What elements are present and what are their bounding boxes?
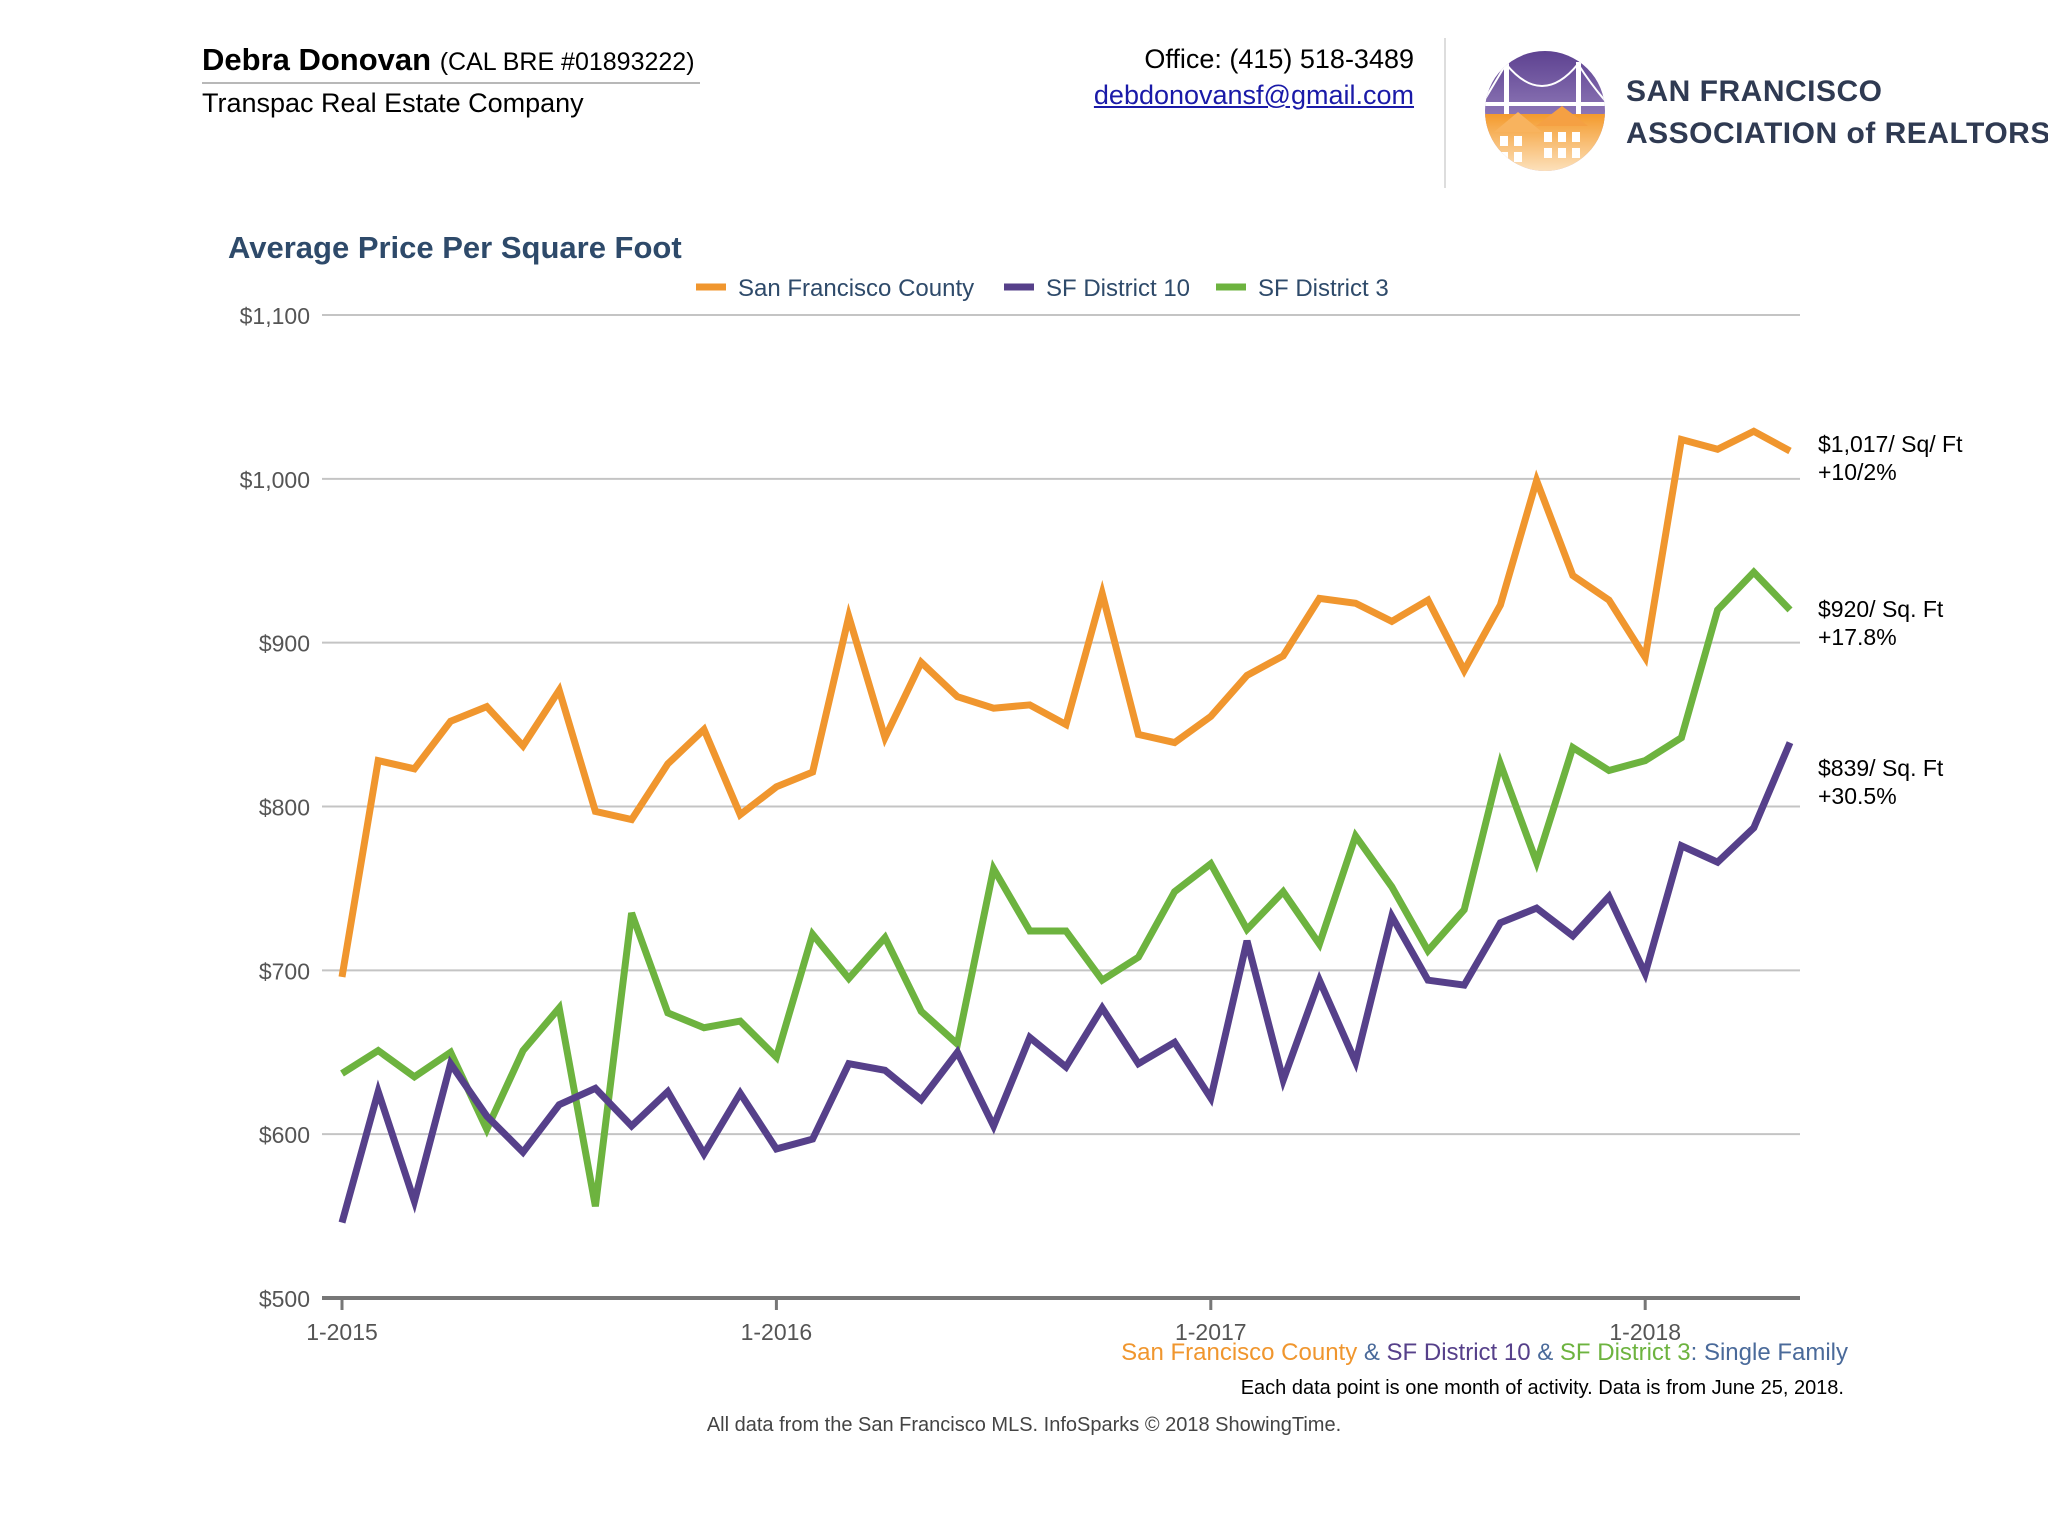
end-label-value: $1,017/ Sq/ Ft (1818, 431, 1963, 457)
legend-label: SF District 10 (1046, 275, 1190, 302)
price-per-sqft-chart: Average Price Per Square Foot San Franci… (228, 230, 1963, 1345)
end-label-change: +10/2% (1818, 459, 1897, 485)
end-label-change: +17.8% (1818, 624, 1897, 650)
y-tick-label: $1,000 (240, 467, 310, 493)
end-labels: $1,017/ Sq/ Ft+10/2% $920/ Sq. Ft+17.8% $8… (1818, 431, 1963, 809)
y-tick-label: $700 (259, 958, 310, 984)
series-line (338, 427, 1792, 978)
agent-company: Transpac Real Estate Company (202, 88, 584, 118)
end-label-change: +30.5% (1818, 783, 1897, 809)
series-caption: San Francisco County & SF District 10 & … (1121, 1339, 1848, 1367)
x-tick-label: 1-2017 (1175, 1319, 1247, 1345)
caption-district-3: SF District 3 (1559, 1339, 1691, 1366)
y-tick-label: $600 (259, 1122, 310, 1148)
data-note: Each data point is one month of activity… (1240, 1377, 1844, 1399)
agent-name-line: Debra Donovan (CAL BRE #01893222) (202, 42, 695, 78)
y-tick-label: $900 (259, 631, 310, 657)
agent-name: Debra Donovan (202, 42, 432, 77)
x-tick-label: 1-2016 (741, 1319, 813, 1345)
caption-sf-county: San Francisco County (1121, 1339, 1358, 1366)
logo-line-2-text: ASSOCIATION of REALTORS (1626, 117, 2048, 150)
chart-title: Average Price Per Square Foot (228, 230, 682, 265)
end-label-value: $920/ Sq. Ft (1818, 596, 1944, 622)
x-tick-label: 1-2015 (306, 1319, 378, 1345)
legend-label: San Francisco County (738, 275, 974, 302)
y-axis: $500 $600 $700 $800 $900 $1,000 $1,100 (240, 303, 310, 1312)
header-divider (1444, 38, 1446, 188)
legend-label: SF District 3 (1258, 275, 1389, 302)
y-tick-label: $800 (259, 795, 310, 821)
caption-district-10: SF District 10 (1386, 1339, 1531, 1366)
office-phone: Office: (415) 518-3489 (1144, 44, 1414, 74)
caption-suffix: : Single Family (1690, 1339, 1848, 1366)
caption-ampersand-2: & (1530, 1339, 1560, 1366)
logo-line-2: ASSOCIATION of REALTORS® (1626, 110, 2048, 152)
end-label-value: $839/ Sq. Ft (1818, 755, 1944, 781)
series-line (338, 741, 1794, 1224)
sfar-logo-icon (1480, 46, 1610, 176)
y-tick-label: $1,100 (240, 303, 310, 329)
sfar-logo-text: SAN FRANCISCO ASSOCIATION of REALTORS® (1626, 74, 2048, 152)
agent-license: (CAL BRE #01893222) (439, 48, 695, 76)
logo-line-1: SAN FRANCISCO (1626, 75, 1883, 108)
chart-legend: San Francisco County SF District 10 SF Dis… (696, 275, 1389, 302)
chart-series (338, 427, 1794, 1224)
agent-name-underline (202, 82, 700, 84)
x-axis: 1-2015 1-2016 1-2017 1-2018 (306, 1296, 1800, 1345)
email-link[interactable]: debdonovansf@gmail.com (1093, 80, 1414, 110)
x-tick-label: 1-2018 (1609, 1319, 1681, 1345)
data-source: All data from the San Francisco MLS. Inf… (706, 1414, 1342, 1436)
series-line (340, 567, 1793, 1207)
caption-ampersand-1: & (1357, 1339, 1387, 1366)
y-tick-label: $500 (259, 1286, 310, 1312)
